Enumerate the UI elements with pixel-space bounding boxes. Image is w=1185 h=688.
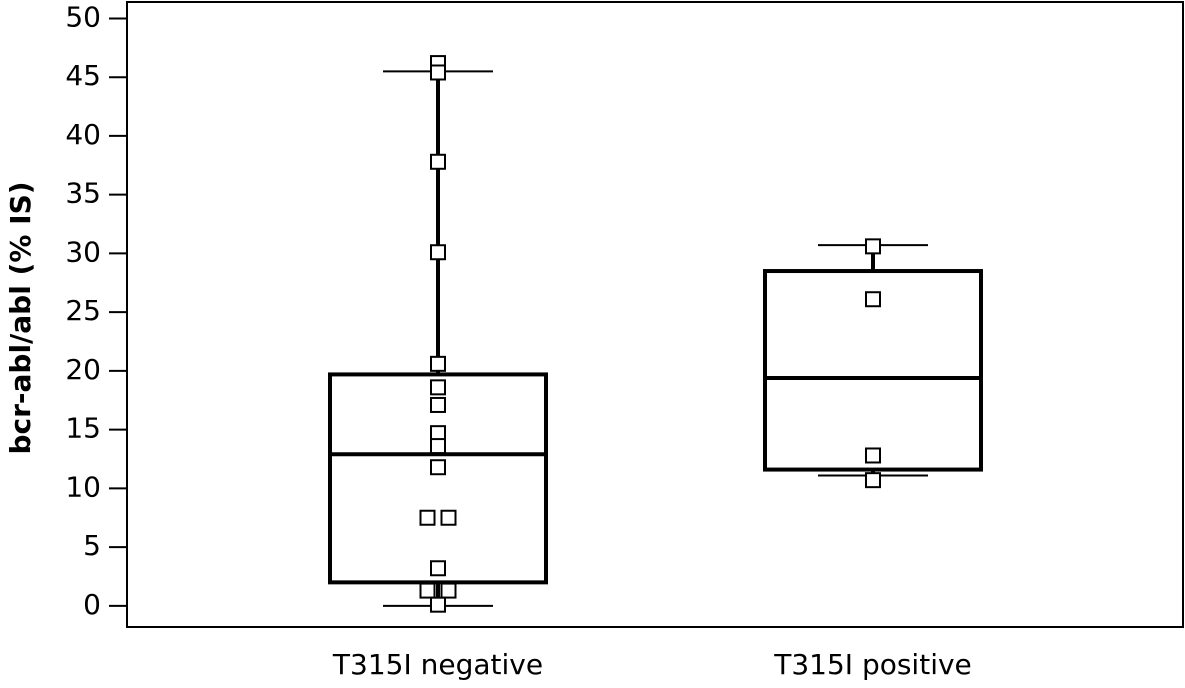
y-tick-label: 40 [65, 118, 101, 151]
data-point [430, 355, 446, 372]
plot-frame [126, 1, 1184, 628]
y-tick-label: 30 [65, 235, 101, 268]
data-point [430, 396, 446, 413]
data-point [865, 447, 881, 464]
x-tick-label: T315I negative [332, 648, 543, 681]
data-point [430, 244, 446, 261]
data-point [440, 509, 457, 526]
y-tick-label: 15 [65, 412, 101, 445]
y-tick-label: 45 [65, 59, 101, 92]
x-tick-label: T315I positive [773, 648, 972, 681]
data-point [419, 582, 436, 599]
data-point [865, 291, 881, 308]
data-point [430, 153, 446, 170]
data-point [865, 238, 881, 255]
data-point [865, 472, 881, 489]
data-point [419, 509, 436, 526]
y-tick-label: 50 [65, 0, 101, 33]
data-point [440, 582, 457, 599]
y-tick-label: 5 [83, 529, 101, 562]
data-point [430, 64, 446, 81]
data-point [430, 425, 446, 442]
data-point [430, 560, 446, 577]
y-tick-label: 25 [65, 294, 101, 327]
y-tick-label: 35 [65, 177, 101, 210]
y-axis-label: bcr-abl/abl (% IS) [4, 181, 37, 454]
y-tick-label: 10 [65, 470, 101, 503]
y-tick-label: 0 [83, 588, 101, 621]
data-point [430, 596, 446, 613]
box [328, 372, 548, 585]
data-point [430, 438, 446, 455]
data-point [430, 379, 446, 396]
data-point [430, 459, 446, 476]
y-tick-label: 20 [65, 353, 101, 386]
box [763, 269, 983, 472]
